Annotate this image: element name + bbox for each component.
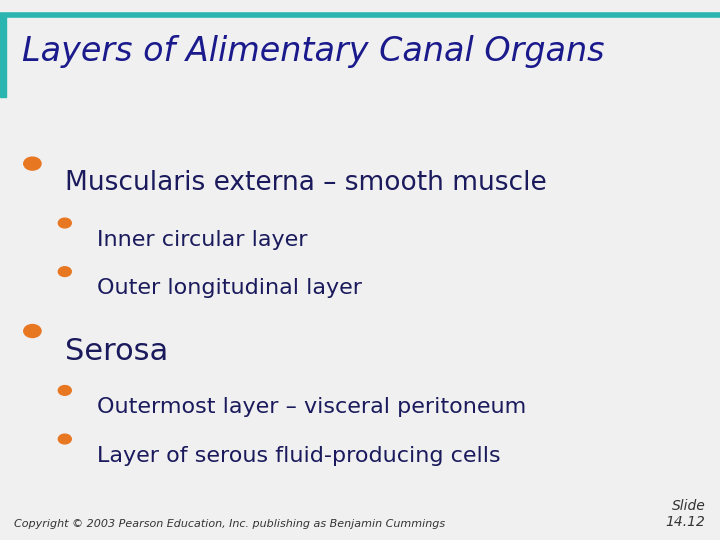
Text: Slide
14.12: Slide 14.12: [666, 499, 706, 529]
Text: Outermost layer – visceral peritoneum: Outermost layer – visceral peritoneum: [97, 397, 526, 417]
Circle shape: [58, 434, 71, 444]
Circle shape: [58, 386, 71, 395]
Circle shape: [58, 267, 71, 276]
Circle shape: [24, 325, 41, 338]
Text: Inner circular layer: Inner circular layer: [97, 230, 307, 249]
Text: Serosa: Serosa: [65, 338, 168, 367]
Text: Layer of serous fluid-producing cells: Layer of serous fluid-producing cells: [97, 446, 501, 465]
Circle shape: [58, 218, 71, 228]
Text: Layers of Alimentary Canal Organs: Layers of Alimentary Canal Organs: [22, 35, 604, 68]
Text: Muscularis externa – smooth muscle: Muscularis externa – smooth muscle: [65, 170, 546, 196]
Text: Outer longitudinal layer: Outer longitudinal layer: [97, 278, 362, 298]
Text: Copyright © 2003 Pearson Education, Inc. publishing as Benjamin Cummings: Copyright © 2003 Pearson Education, Inc.…: [14, 519, 446, 529]
Bar: [0, 14, 6, 97]
Circle shape: [24, 157, 41, 170]
